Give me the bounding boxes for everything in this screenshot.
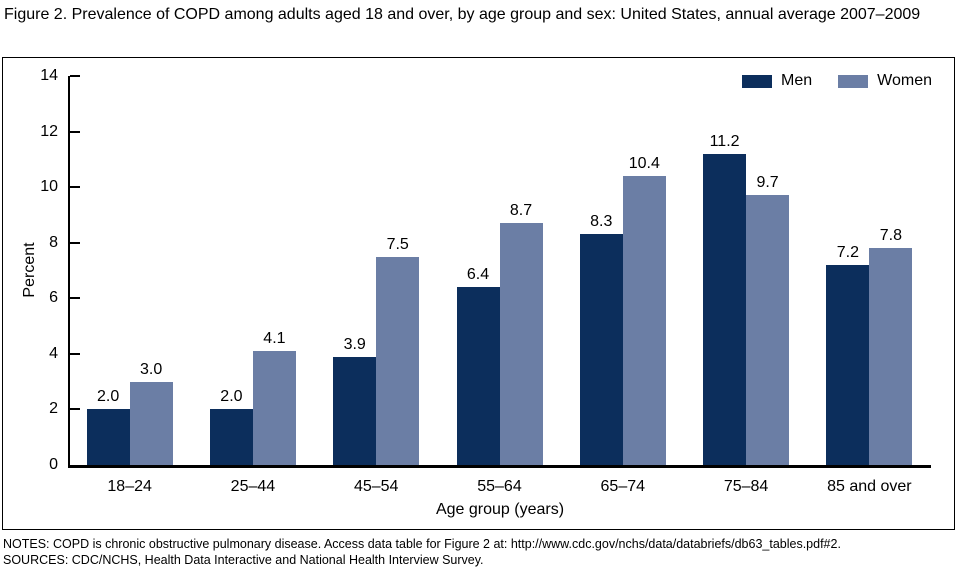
y-tick-mark (70, 75, 80, 77)
legend-swatch-women (838, 74, 869, 88)
bar-value-label-men: 8.3 (590, 213, 613, 231)
y-tick-mark (70, 297, 80, 300)
y-axis-line (68, 76, 70, 468)
y-tick-mark (70, 352, 80, 355)
bar-men-75–84 (703, 153, 747, 465)
x-category-label: 55–64 (477, 478, 522, 495)
x-category-label: 18–24 (107, 478, 152, 495)
bar-men-85-and-over (826, 264, 870, 465)
y-tick-mark (70, 130, 80, 133)
x-category-label: 85 and over (827, 478, 912, 495)
bar-women-65–74 (622, 176, 666, 465)
bar-value-label-women: 8.7 (509, 202, 533, 220)
y-tick-label: 14 (40, 67, 58, 84)
bar-men-45–54 (333, 356, 377, 465)
bar-men-55–64 (456, 287, 500, 465)
figure-title: Figure 2. Prevalence of COPD among adult… (4, 6, 921, 23)
bar-value-label-men: 2.0 (97, 388, 120, 406)
bar-men-65–74 (579, 234, 623, 465)
bar-value-label-women: 10.4 (628, 155, 660, 173)
x-category-label: 65–74 (600, 478, 646, 495)
y-tick-label: 12 (40, 122, 58, 140)
notes: NOTES: COPD is chronic obstructive pulmo… (3, 536, 957, 568)
y-tick-mark (70, 408, 80, 411)
bar-women-45–54 (376, 256, 420, 465)
x-category-label: 25–44 (230, 478, 276, 495)
bar-women-25–44 (252, 351, 296, 465)
bar-value-label-women: 7.5 (386, 235, 409, 253)
x-category-label: 75–84 (723, 478, 769, 495)
y-tick-label: 10 (40, 178, 58, 196)
bar-value-label-men: 2.0 (220, 388, 243, 406)
bar-value-label-women: 4.1 (263, 330, 286, 348)
y-tick-label: 2 (49, 400, 58, 418)
legend-item-men: Men (742, 73, 812, 89)
bar-women-18–24 (129, 381, 173, 465)
notes-line-2: SOURCES: CDC/NCHS, Health Data Interacti… (3, 553, 484, 567)
bar-value-label-men: 3.9 (343, 335, 366, 353)
y-tick-mark (70, 186, 80, 189)
y-tick-mark (70, 241, 80, 244)
legend-item-women: Women (838, 73, 932, 89)
bar-men-18–24 (86, 409, 130, 465)
legend: Men Women (742, 73, 932, 89)
y-tick-label: 8 (49, 233, 58, 251)
y-tick-label: 0 (49, 456, 58, 473)
x-axis-line (68, 465, 931, 468)
legend-swatch-men (742, 74, 773, 88)
bar-women-75–84 (746, 195, 790, 465)
bar-value-label-women: 9.7 (756, 174, 779, 192)
chart-frame: Men Women Percent 0 2 4 6 8 10 12 14 2.0 3.0 18–24 2… (2, 57, 955, 530)
legend-label-women: Women (877, 72, 932, 89)
bar-value-label-men: 6.4 (466, 266, 490, 284)
x-axis-title: Age group (years) (435, 501, 565, 518)
y-tick-label: 4 (49, 344, 58, 362)
legend-label-men: Men (781, 72, 813, 89)
bar-value-label-men: 11.2 (709, 132, 740, 150)
bar-women-85-and-over (869, 248, 913, 465)
y-tick-label: 6 (49, 289, 58, 307)
bar-men-25–44 (209, 409, 253, 465)
bar-women-55–64 (499, 223, 543, 465)
bar-value-label-men: 7.2 (836, 243, 859, 261)
plot-area: 0 2 4 6 8 10 12 14 2.0 3.0 18–24 2.0 4.1 25–44 3.9 7.5 4… (3, 58, 954, 529)
x-category-label: 45–54 (353, 478, 399, 495)
bar-value-label-women: 7.8 (879, 227, 902, 245)
bar-value-label-women: 3.0 (140, 360, 163, 378)
notes-line-1: NOTES: COPD is chronic obstructive pulmo… (3, 537, 841, 551)
